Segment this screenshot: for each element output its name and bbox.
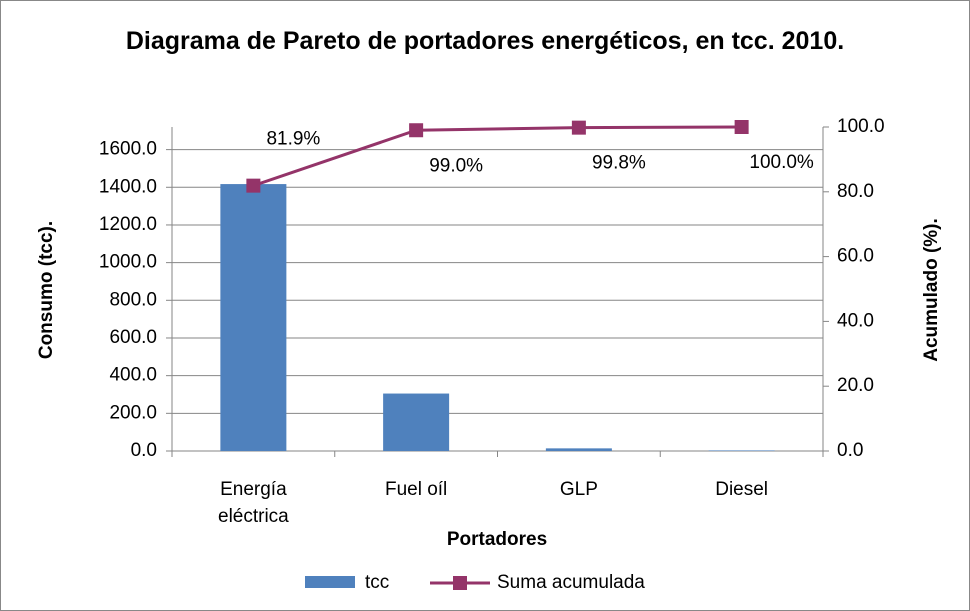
x-tick-label: Diesel bbox=[715, 479, 769, 500]
y2-axis-title: Acumulado (%). bbox=[921, 218, 942, 362]
data-label: 81.9% bbox=[266, 129, 320, 150]
bar bbox=[383, 393, 450, 451]
y2-tick-label: 0.0 bbox=[837, 440, 863, 461]
y2-tick-label: 80.0 bbox=[837, 181, 874, 202]
y2-tick-label: 60.0 bbox=[837, 246, 874, 267]
cumulative-line bbox=[252, 125, 742, 188]
y-tick-label: 1400.0 bbox=[99, 176, 157, 197]
x-tick-label: Energía eléctrica bbox=[218, 479, 289, 527]
chart-title: Diagrama de Pareto de portadores energét… bbox=[125, 27, 845, 55]
line-marker bbox=[246, 178, 261, 193]
x-tick-label: Fuel oíl bbox=[384, 479, 448, 500]
y-tick-label: 600.0 bbox=[109, 327, 157, 348]
y-tick-label: 1600.0 bbox=[99, 139, 157, 160]
legend-swatch bbox=[453, 576, 467, 590]
data-label: 99.8% bbox=[592, 153, 646, 174]
y-tick-label: 200.0 bbox=[109, 402, 157, 423]
y2-tick-label: 40.0 bbox=[837, 310, 874, 331]
legend-label: tcc bbox=[365, 572, 389, 593]
legend-swatch bbox=[305, 576, 355, 588]
y-tick-label: 400.0 bbox=[109, 365, 157, 386]
x-axis-title: Portadores bbox=[447, 529, 547, 550]
bar bbox=[545, 448, 612, 451]
y-tick-label: 0.0 bbox=[131, 440, 157, 461]
line-marker bbox=[734, 120, 749, 134]
line-marker bbox=[409, 123, 424, 138]
bar bbox=[708, 450, 775, 451]
y2-tick-label: 20.0 bbox=[837, 375, 874, 396]
bar bbox=[220, 184, 287, 451]
line-marker bbox=[571, 120, 586, 135]
y-tick-label: 800.0 bbox=[109, 289, 157, 310]
y-axis-title: Consumo (tcc). bbox=[36, 221, 57, 359]
x-tick-label: GLP bbox=[559, 479, 598, 500]
data-label: 99.0% bbox=[429, 155, 483, 176]
y-tick-label: 1200.0 bbox=[99, 214, 157, 235]
legend-label: Suma acumulada bbox=[497, 572, 645, 593]
data-label: 100.0% bbox=[749, 152, 814, 173]
y2-tick-label: 100.0 bbox=[837, 116, 885, 137]
y-tick-label: 1000.0 bbox=[99, 252, 157, 273]
